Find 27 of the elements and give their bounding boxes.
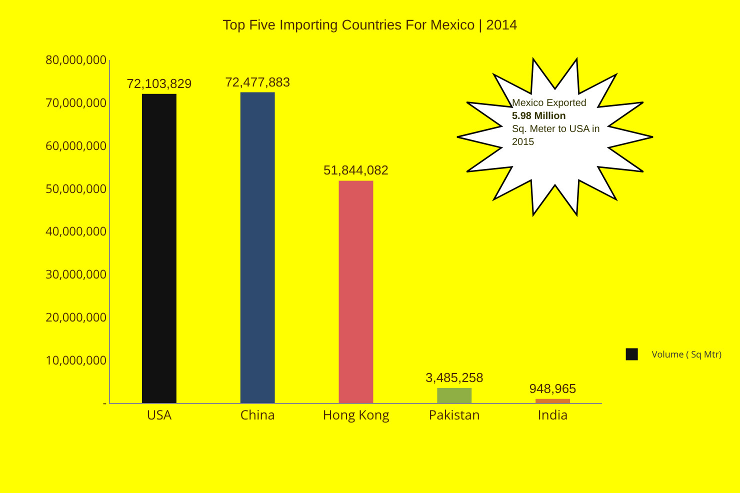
x-tick-label: USA xyxy=(146,406,172,424)
x-tick-label: China xyxy=(240,406,275,424)
x-tick-label: India xyxy=(538,406,568,424)
y-tick-label: 50,000,000 xyxy=(45,180,107,197)
y-tick-label: - xyxy=(102,394,107,412)
bar xyxy=(338,180,374,403)
data-label: 72,477,883 xyxy=(225,74,290,90)
y-tick-label: 40,000,000 xyxy=(45,222,107,240)
data-label: 3,485,258 xyxy=(425,370,484,386)
x-tick-label: Pakistan xyxy=(428,406,480,424)
bar xyxy=(240,92,275,403)
y-tick-label: 60,000,000 xyxy=(45,136,107,154)
y-tick-label: 20,000,000 xyxy=(45,308,107,326)
y-tick-label: 80,000,000 xyxy=(45,51,107,68)
y-tick-label: 10,000,000 xyxy=(45,351,107,368)
bar xyxy=(536,398,570,403)
annotation: Mexico Exported 5.98 Million Sq. Meter to USA in 2015 xyxy=(512,97,601,149)
y-tick-label: 30,000,000 xyxy=(45,266,107,283)
x-tick-label: Hong Kong xyxy=(322,406,390,424)
data-label: 948,965 xyxy=(529,380,576,396)
bar xyxy=(437,388,472,403)
chart-title: Top Five Importing Countries For Mexico | 2014 xyxy=(222,16,518,33)
data-label: 51,844,082 xyxy=(323,162,389,178)
data-label: 72,103,829 xyxy=(126,76,192,91)
legend-label: Volume ( Sq Mtr) xyxy=(652,348,722,361)
bar xyxy=(142,94,176,403)
y-tick-label: 70,000,000 xyxy=(45,94,107,112)
